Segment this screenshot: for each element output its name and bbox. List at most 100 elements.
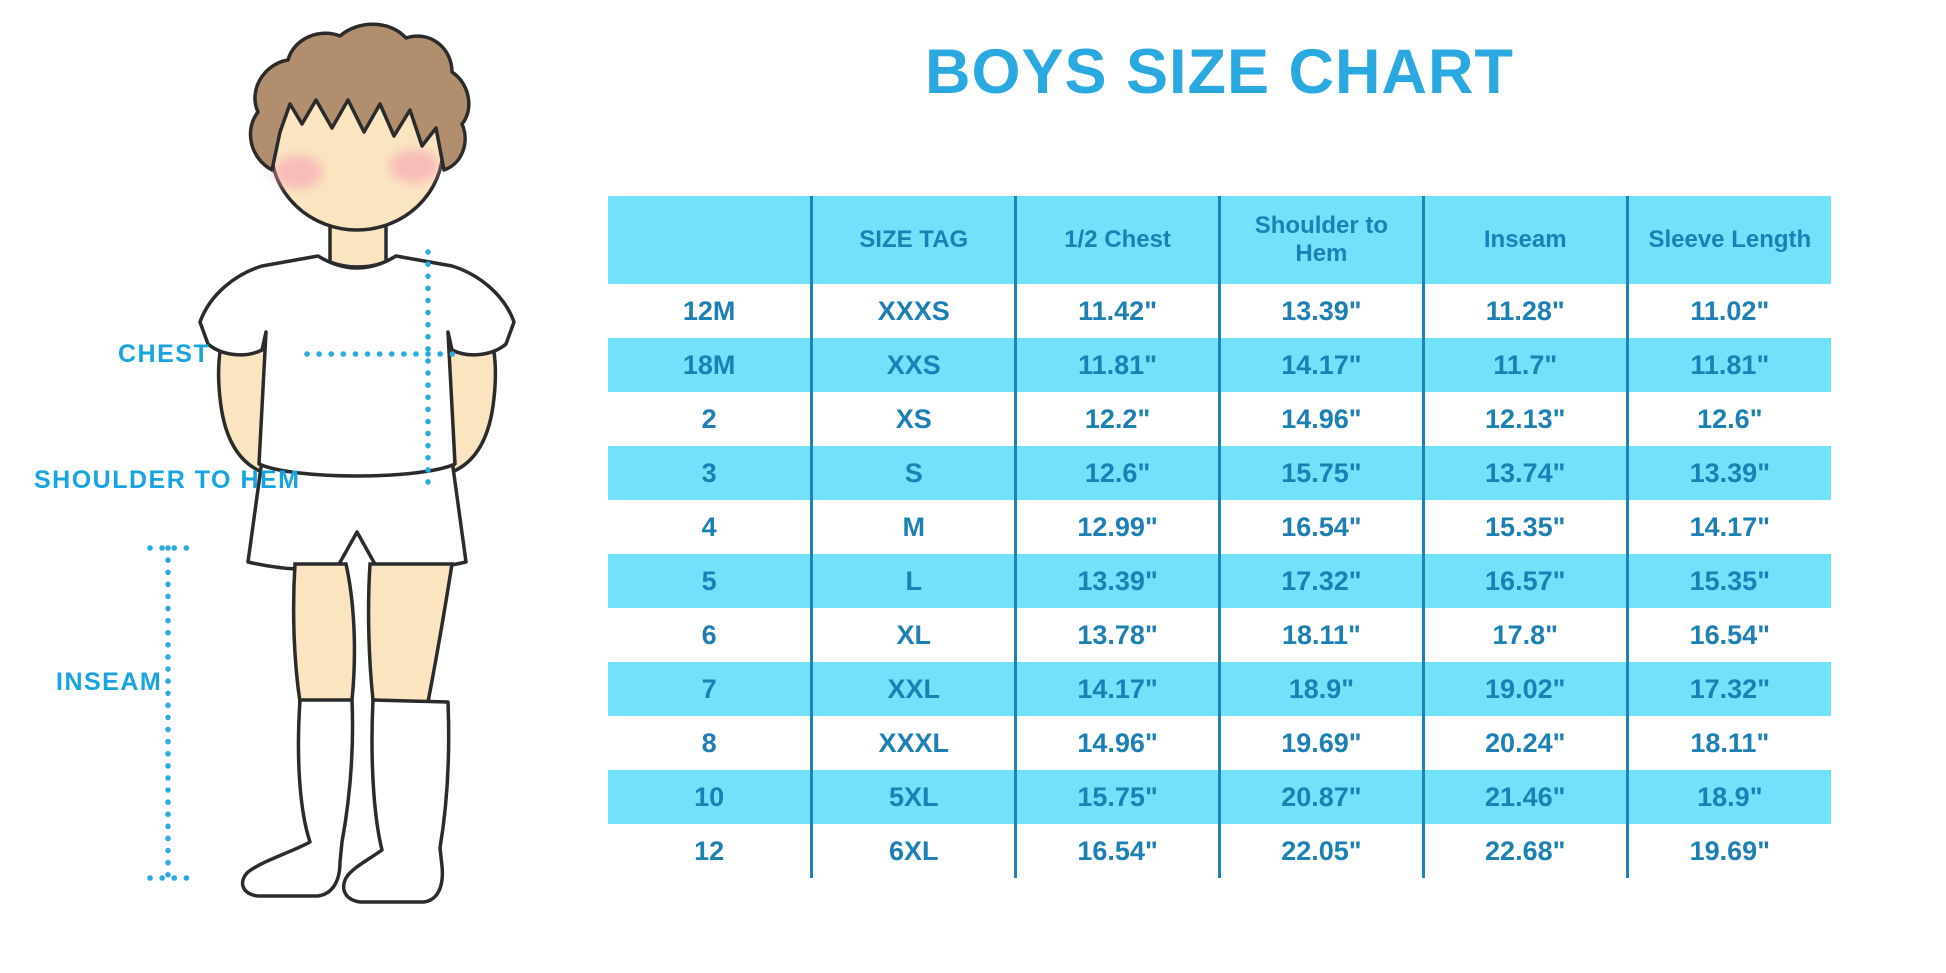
table-cell: 5XL xyxy=(810,770,1016,824)
size-table-head: SIZE TAG 1/2 Chest Shoulder to Hem Insea… xyxy=(608,196,1831,284)
table-cell: 12.6" xyxy=(1625,392,1831,446)
inseam-label: INSEAM xyxy=(56,668,163,696)
table-row: 5 L 13.39" 17.32" 16.57" 15.35" xyxy=(608,554,1831,608)
table-cell: 11.81" xyxy=(1625,338,1831,392)
table-cell: 17.32" xyxy=(1217,554,1424,608)
header-cell-inseam: Inseam xyxy=(1421,196,1628,284)
boy-left-blush xyxy=(273,155,323,189)
table-row: 4 M 12.99" 16.54" 15.35" 14.17" xyxy=(608,500,1831,554)
table-cell: 11.81" xyxy=(1014,338,1220,392)
table-cell: 4 xyxy=(701,511,717,542)
table-cell: 19.69" xyxy=(1217,716,1424,770)
boy-hair xyxy=(248,22,471,172)
table-row: 7 XXL 14.17" 18.9" 19.02" 17.32" xyxy=(608,662,1831,716)
table-cell: 20.24" xyxy=(1421,716,1628,770)
table-cell: XS xyxy=(810,392,1016,446)
table-cell: 3 xyxy=(608,446,812,500)
table-cell: 19.02" xyxy=(1421,662,1628,716)
table-cell: 8 xyxy=(701,727,717,758)
size-table: SIZE TAG 1/2 Chest Shoulder to Hem Insea… xyxy=(608,196,1831,878)
table-cell: XXXL xyxy=(810,716,1016,770)
table-cell: 17.8" xyxy=(1421,608,1628,662)
table-cell: 13.74" xyxy=(1421,446,1628,500)
table-cell: 12.13" xyxy=(1421,392,1628,446)
table-cell: 15.35" xyxy=(1421,500,1628,554)
table-cell: 12.99" xyxy=(1014,500,1220,554)
table-cell: M xyxy=(810,500,1016,554)
table-cell: 6 xyxy=(701,619,717,650)
header-cell-sleeve-length: Sleeve Length xyxy=(1625,196,1831,284)
table-cell: XXS xyxy=(810,338,1016,392)
table-cell: 12.6" xyxy=(1014,446,1220,500)
table-cell: 14.17" xyxy=(1217,338,1424,392)
table-cell: 18.9" xyxy=(1625,770,1831,824)
table-cell: 15.75" xyxy=(1217,446,1424,500)
chest-label: CHEST xyxy=(118,340,211,368)
table-cell: 13.39" xyxy=(1625,446,1831,500)
table-cell: 2 xyxy=(701,403,717,434)
table-cell: 16.54" xyxy=(1625,608,1831,662)
table-cell: 16.54" xyxy=(1014,824,1220,878)
table-cell: 13.39" xyxy=(1014,554,1220,608)
page-title: BOYS SIZE CHART xyxy=(924,37,1515,107)
table-cell: XL xyxy=(810,608,1016,662)
table-row: 18M XXS 11.81" 14.17" 11.7" 11.81" xyxy=(608,338,1831,392)
boy-tshirt xyxy=(198,254,516,478)
table-cell: 12M xyxy=(682,295,736,326)
header-cell-size xyxy=(608,196,812,284)
boy-right-blush xyxy=(389,149,439,183)
table-cell: 16.57" xyxy=(1421,554,1628,608)
table-cell: 6XL xyxy=(810,824,1016,878)
table-cell: 18M xyxy=(608,338,812,392)
table-cell: S xyxy=(810,446,1016,500)
table-cell: 22.68" xyxy=(1421,824,1628,878)
table-row: 10 5XL 15.75" 20.87" 21.46" 18.9" xyxy=(608,770,1831,824)
table-cell: 14.17" xyxy=(1625,500,1831,554)
header-cell-size-tag: SIZE TAG xyxy=(810,196,1016,284)
table-cell: 13.39" xyxy=(1217,284,1424,338)
table-cell: 22.05" xyxy=(1217,824,1424,878)
table-cell: 13.78" xyxy=(1014,608,1220,662)
table-cell: 14.96" xyxy=(1014,716,1220,770)
table-cell: 15.75" xyxy=(1014,770,1220,824)
size-table-body: 12M XXXS 11.42" 13.39" 11.28" 11.02" 18M XXS 11.… xyxy=(608,284,1831,878)
table-cell: 11.7" xyxy=(1421,338,1628,392)
boy-right-thigh xyxy=(366,562,455,704)
table-cell: 16.54" xyxy=(1217,500,1424,554)
table-cell: 7 xyxy=(608,662,812,716)
table-cell: 14.17" xyxy=(1014,662,1220,716)
table-cell: 18.9" xyxy=(1217,662,1424,716)
header-row: SIZE TAG 1/2 Chest Shoulder to Hem Insea… xyxy=(608,196,1831,284)
header-cell-half-chest: 1/2 Chest xyxy=(1014,196,1220,284)
table-cell: L xyxy=(810,554,1016,608)
header-cell-shoulder-to-hem: Shoulder to Hem xyxy=(1217,196,1424,284)
table-cell: 17.32" xyxy=(1625,662,1831,716)
table-row: 12 6XL 16.54" 22.05" 22.68" 19.69" xyxy=(608,824,1831,878)
table-cell: XXXS xyxy=(810,284,1016,338)
table-cell: 20.87" xyxy=(1217,770,1424,824)
table-cell: 18.11" xyxy=(1625,716,1831,770)
boy-left-sock-shoe xyxy=(240,698,355,898)
table-cell: XXL xyxy=(810,662,1016,716)
boy-figure-drawing xyxy=(147,22,516,904)
table-cell: 21.46" xyxy=(1421,770,1628,824)
boy-left-thigh xyxy=(291,562,357,704)
table-cell: 12 xyxy=(694,835,725,866)
boy-measurement-illustration: CHEST SHOULDER TO HEM INSEAM xyxy=(0,0,560,973)
table-cell: 11.28" xyxy=(1421,284,1628,338)
table-cell: 5 xyxy=(608,554,812,608)
table-cell: 11.42" xyxy=(1014,284,1220,338)
table-row: 12M XXXS 11.42" 13.39" 11.28" 11.02" xyxy=(608,284,1831,338)
shoulder-to-hem-label: SHOULDER TO HEM xyxy=(34,466,301,494)
table-row: 2 XS 12.2" 14.96" 12.13" 12.6" xyxy=(608,392,1831,446)
table-cell: 14.96" xyxy=(1217,392,1424,446)
table-cell: 15.35" xyxy=(1625,554,1831,608)
table-cell: 12.2" xyxy=(1014,392,1220,446)
boy-right-sock-shoe xyxy=(341,698,451,904)
table-cell: 10 xyxy=(608,770,812,824)
table-row: 6 XL 13.78" 18.11" 17.8" 16.54" xyxy=(608,608,1831,662)
table-row: 8 XXXL 14.96" 19.69" 20.24" 18.11" xyxy=(608,716,1831,770)
table-cell: 18.11" xyxy=(1217,608,1424,662)
table-cell: 19.69" xyxy=(1625,824,1831,878)
